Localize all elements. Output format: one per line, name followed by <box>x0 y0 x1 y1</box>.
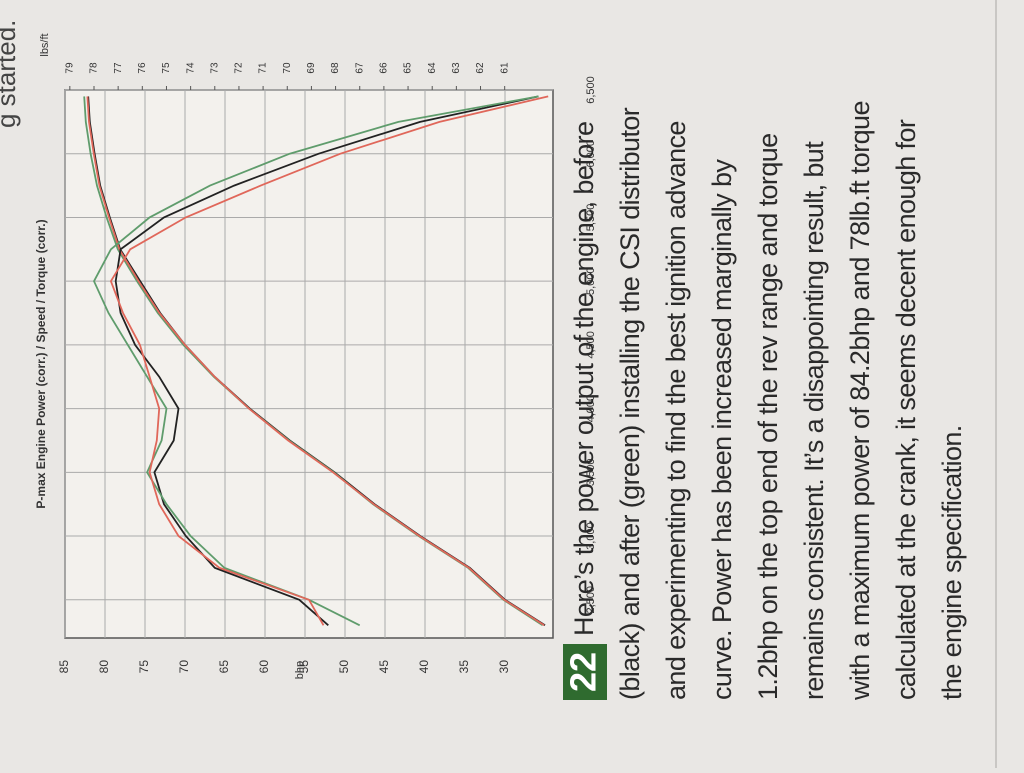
caption-line: curve. Power has been increased marginal… <box>707 159 737 700</box>
y2-tick-label: 77 <box>113 62 124 74</box>
y2-tick-label: 72 <box>234 62 245 74</box>
caption-line: (black) and after (green) installing the… <box>615 107 645 700</box>
y-tick-label: 50 <box>337 660 351 674</box>
y2-tick-label: 68 <box>330 62 341 74</box>
x-tick-label: 6,500 <box>585 76 597 104</box>
y-tick-label: 55 <box>297 660 311 674</box>
y2-tick-label: 78 <box>89 62 100 74</box>
x-tick-label: 6,000 <box>585 140 597 168</box>
y2-tick-label: 75 <box>161 62 172 74</box>
y2-tick-label: 73 <box>209 62 220 74</box>
chart-title: P-max Engine Power (corr.) / Speed / Tor… <box>34 219 48 508</box>
series-line <box>114 95 539 626</box>
y-tick-label: 85 <box>57 660 71 674</box>
caption-line: calculated at the crank, it seems decent… <box>891 119 921 700</box>
y-tick-label: 70 <box>177 660 191 674</box>
x-tick-label: 5,500 <box>585 204 597 232</box>
y2-tick-label: 64 <box>427 62 438 74</box>
y2-tick-label: 69 <box>306 62 317 74</box>
series-line <box>109 95 549 626</box>
caption-line: with a maximum power of 84.2bhp and 78lb… <box>845 101 875 701</box>
y2-tick-label: 70 <box>282 62 293 74</box>
y2-tick-label: 61 <box>499 62 510 74</box>
caption-line: Here’s the power output of the engine, b… <box>569 122 599 636</box>
x-tick-label: 4,000 <box>585 395 597 423</box>
y-tick-label: 80 <box>97 660 111 674</box>
y2-tick-label: 79 <box>64 62 75 74</box>
y-axis-label: bhp <box>294 661 306 679</box>
y-tick-label: 45 <box>377 660 391 674</box>
prev-text: g started. <box>0 20 21 128</box>
y2-tick-label: 62 <box>475 62 486 74</box>
x-tick-label: 2,500 <box>585 586 597 614</box>
y2-tick-label: 76 <box>137 62 148 74</box>
x-tick-label: 3,500 <box>585 459 597 487</box>
x-tick-label: 4,500 <box>585 331 597 359</box>
series-line <box>92 95 539 627</box>
x-tick-label: 5,000 <box>585 267 597 295</box>
y-tick-label: 40 <box>417 660 431 674</box>
rotated-page: g started. P-max Engine Power (corr.) / … <box>0 20 967 701</box>
y2-tick-label: 63 <box>451 62 462 74</box>
y2-tick-label: 67 <box>354 62 365 74</box>
caption-line: and experimenting to find the best ignit… <box>661 121 691 700</box>
caption-number: 22 <box>563 652 604 692</box>
y-tick-label: 35 <box>457 660 471 674</box>
y-tick-label: 60 <box>257 660 271 674</box>
plot-area <box>64 89 554 639</box>
caption-line: remains consistent. It’s a disappointing… <box>799 141 829 700</box>
y-tick-label: 65 <box>217 660 231 674</box>
y2-tick-label: 66 <box>379 62 390 74</box>
y2-tick-label: 65 <box>403 62 414 74</box>
x-tick-label: 3,000 <box>585 522 597 550</box>
y2-tick-label: 74 <box>185 62 196 74</box>
caption-badge <box>563 644 607 700</box>
caption-line: the engine specification. <box>937 425 967 700</box>
y2-tick-label: 71 <box>258 62 269 74</box>
series-line <box>86 96 545 627</box>
y-tick-label: 75 <box>137 660 151 674</box>
y2-axis-label: lbs/ft <box>39 33 51 56</box>
y-tick-label: 30 <box>497 660 511 674</box>
caption-line: 1.2bhp on the top end of the rev range a… <box>753 133 783 700</box>
